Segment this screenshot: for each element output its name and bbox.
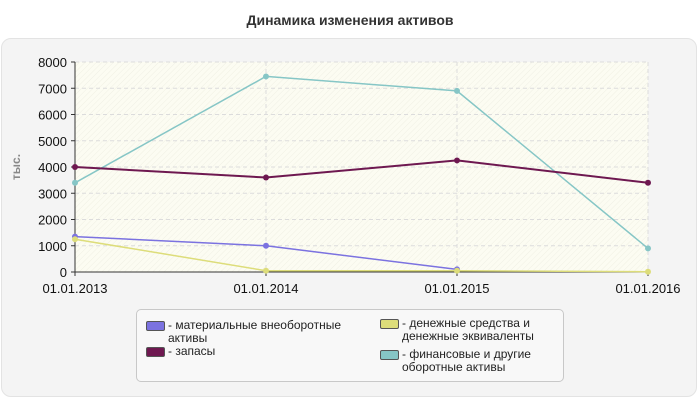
legend-label: - материальные внеоборотные активы [168,318,341,345]
y-tick-label: 1000 [38,239,67,254]
x-tick-label: 01.01.2016 [615,281,680,296]
series [72,73,651,275]
y-axis-label: тыс. [9,154,23,180]
data-point[interactable] [454,157,460,164]
legend-label: - запасы [168,344,216,358]
series-line [74,238,649,273]
x-tick-label: 01.01.2013 [42,281,107,296]
y-tick-labels: 0 1000 2000 3000 4000 5000 6000 7000 8000 [38,55,75,280]
data-point[interactable] [72,236,78,243]
data-point[interactable] [263,174,269,181]
data-point[interactable] [72,164,78,170]
data-point[interactable] [645,179,651,186]
y-tick-label: 7000 [38,81,67,96]
data-point[interactable] [454,87,460,94]
legend-item-inventories[interactable]: - запасы [146,345,356,358]
data-point[interactable] [645,245,651,252]
legend: - материальные внеоборотные активы - зап… [136,309,564,382]
data-point[interactable] [263,73,269,80]
grid [75,61,649,272]
data-point[interactable] [263,267,269,274]
legend-item-financial-assets[interactable]: - финансовые и другие оборотные активы [380,348,555,374]
legend-swatch [146,321,165,331]
legend-swatch [380,350,399,360]
series-line [74,75,649,249]
x-tick-label: 01.01.2015 [424,281,489,296]
legend-label: - денежные средства и денежные эквивален… [402,316,534,343]
legend-label: - финансовые и другие оборотные активы [402,347,531,374]
y-tick-label: 6000 [38,108,67,123]
y-tick-label: 3000 [38,186,67,201]
legend-item-tangible-assets[interactable]: - материальные внеоборотные активы [146,319,356,345]
y-tick-label: 5000 [38,134,67,149]
legend-swatch [380,319,399,329]
x-tick-labels: 01.01.2013 01.01.2014 01.01.2015 01.01.2016 [42,272,681,296]
y-tick-label: 0 [60,265,67,280]
series-line [74,159,649,184]
data-point[interactable] [454,267,460,274]
data-point[interactable] [263,242,269,249]
data-point[interactable] [72,179,78,186]
data-point[interactable] [645,268,651,275]
y-tick-label: 8000 [38,55,67,70]
x-tick-label: 01.01.2014 [233,281,298,296]
legend-swatch [146,347,165,357]
legend-item-cash[interactable]: - денежные средства и денежные эквивален… [380,317,555,343]
y-tick-label: 4000 [38,160,67,175]
y-tick-label: 2000 [38,213,67,228]
chart-title: Динамика изменения активов [246,12,454,28]
